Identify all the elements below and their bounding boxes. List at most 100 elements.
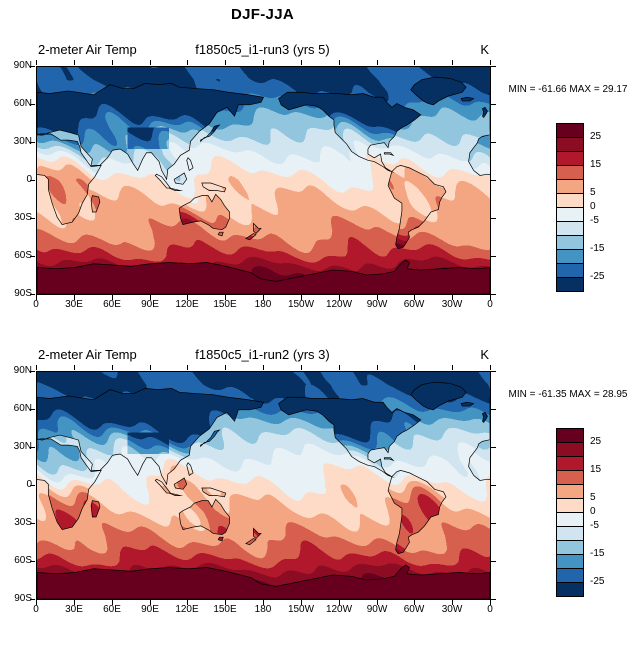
axis-tick bbox=[377, 295, 378, 300]
axis-tick bbox=[150, 600, 151, 605]
axis-tick bbox=[74, 295, 75, 300]
colorbar-box bbox=[556, 442, 584, 457]
axis-tick bbox=[263, 60, 264, 65]
lon-tick-label: 90E bbox=[141, 604, 159, 615]
axis-tick bbox=[36, 600, 37, 605]
axis-tick bbox=[30, 180, 35, 181]
lat-tick-label: 60S bbox=[14, 555, 32, 566]
lon-tick-label: 0 bbox=[487, 299, 493, 310]
units-label: K bbox=[480, 347, 489, 362]
colorbar-tick-label: -15 bbox=[590, 548, 605, 559]
lon-tick-label: 30E bbox=[65, 604, 83, 615]
lat-tick-label: 90N bbox=[13, 365, 32, 376]
lon-tick-label: 180 bbox=[254, 299, 272, 310]
colorbar-box bbox=[556, 456, 584, 471]
axis-tick bbox=[491, 256, 496, 257]
axis-tick bbox=[112, 600, 113, 605]
axis-tick bbox=[36, 295, 37, 300]
colorbar-tick-label: 25 bbox=[590, 131, 602, 142]
lat-tick-label: 30S bbox=[14, 212, 32, 223]
axis-tick bbox=[30, 256, 35, 257]
figure-title: DJF-JJA bbox=[231, 6, 294, 23]
axis-tick bbox=[301, 365, 302, 370]
variable-title: 2-meter Air Temp bbox=[38, 42, 137, 57]
colorbar-box bbox=[556, 123, 584, 138]
axis-tick bbox=[74, 365, 75, 370]
axis-tick bbox=[30, 294, 35, 295]
min-max-stats: MIN = -61.35 MAX = 28.95 bbox=[508, 389, 628, 400]
lon-tick-label: 60W bbox=[403, 299, 425, 310]
lon-tick-label: 120W bbox=[325, 299, 353, 310]
colorbar-tick-label: -25 bbox=[590, 576, 605, 587]
axis-tick bbox=[112, 60, 113, 65]
axis-tick bbox=[187, 295, 188, 300]
colorbar-tick-label: -25 bbox=[590, 271, 605, 282]
axis-tick bbox=[30, 371, 35, 372]
axis-tick bbox=[36, 365, 37, 370]
colorbar-tick-label: 0 bbox=[590, 201, 596, 212]
colorbar-box bbox=[556, 151, 584, 166]
lon-tick-label: 150E bbox=[213, 299, 237, 310]
axis-tick bbox=[491, 371, 496, 372]
axis-tick bbox=[377, 60, 378, 65]
axis-tick bbox=[263, 600, 264, 605]
map-frame bbox=[36, 371, 491, 600]
axis-tick bbox=[339, 60, 340, 65]
colorbar-tick-label: 5 bbox=[590, 187, 596, 198]
lon-tick-label: 0 bbox=[487, 604, 493, 615]
case-title: f1850c5_i1-run2 (yrs 3) bbox=[195, 347, 330, 362]
lon-tick-label: 150W bbox=[287, 604, 315, 615]
axis-tick bbox=[30, 561, 35, 562]
panel-run2: 2-meter Air Temp f1850c5_i1-run2 (yrs 3)… bbox=[0, 345, 644, 645]
axis-tick bbox=[414, 365, 415, 370]
colorbar: 25 15 5 0 -5 -15 -25 bbox=[556, 123, 626, 292]
axis-tick bbox=[30, 485, 35, 486]
lon-tick-label: 90W bbox=[366, 604, 388, 615]
lat-tick-label: 30N bbox=[13, 136, 32, 147]
lon-tick-label: 60E bbox=[103, 604, 121, 615]
lon-tick-label: 90W bbox=[366, 299, 388, 310]
axis-tick bbox=[150, 365, 151, 370]
axis-tick bbox=[491, 66, 496, 67]
axis-tick bbox=[225, 365, 226, 370]
colorbar-tick-label: 0 bbox=[590, 506, 596, 517]
lon-tick-label: 180 bbox=[254, 604, 272, 615]
axis-tick bbox=[112, 295, 113, 300]
axis-tick bbox=[491, 142, 496, 143]
axis-tick bbox=[30, 142, 35, 143]
axis-tick bbox=[414, 600, 415, 605]
colorbar-box bbox=[556, 568, 584, 583]
colorbar-tick-label: 15 bbox=[590, 464, 602, 475]
colorbar-tick-label: 5 bbox=[590, 492, 596, 503]
variable-title: 2-meter Air Temp bbox=[38, 347, 137, 362]
axis-tick bbox=[30, 599, 35, 600]
lon-tick-label: 120E bbox=[175, 299, 199, 310]
colorbar-box bbox=[556, 179, 584, 194]
colorbar-box bbox=[556, 554, 584, 569]
lon-tick-label: 150E bbox=[213, 604, 237, 615]
axis-tick bbox=[452, 60, 453, 65]
colorbar-box bbox=[556, 540, 584, 555]
colorbar-tick-label: -5 bbox=[590, 215, 599, 226]
units-label: K bbox=[480, 42, 489, 57]
axis-tick bbox=[150, 60, 151, 65]
lon-tick-label: 60E bbox=[103, 299, 121, 310]
lon-tick-label: 90E bbox=[141, 299, 159, 310]
axis-tick bbox=[491, 409, 496, 410]
lon-tick-label: 150W bbox=[287, 299, 315, 310]
axis-tick bbox=[225, 600, 226, 605]
colorbar-box bbox=[556, 235, 584, 250]
axis-tick bbox=[30, 409, 35, 410]
axis-tick bbox=[339, 365, 340, 370]
colorbar-tick-label: -5 bbox=[590, 520, 599, 531]
axis-tick bbox=[225, 60, 226, 65]
lon-tick-label: 120W bbox=[325, 604, 353, 615]
lat-tick-label: 0 bbox=[0, 480, 32, 490]
axis-tick bbox=[263, 295, 264, 300]
axis-tick bbox=[377, 600, 378, 605]
lat-tick-label: 30S bbox=[14, 517, 32, 528]
axis-tick bbox=[491, 104, 496, 105]
axis-tick bbox=[301, 60, 302, 65]
lon-tick-label: 120E bbox=[175, 604, 199, 615]
colorbar-tick-label: -15 bbox=[590, 243, 605, 254]
